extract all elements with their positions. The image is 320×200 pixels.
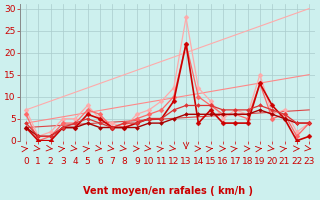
X-axis label: Vent moyen/en rafales ( km/h ): Vent moyen/en rafales ( km/h ) bbox=[83, 186, 252, 196]
